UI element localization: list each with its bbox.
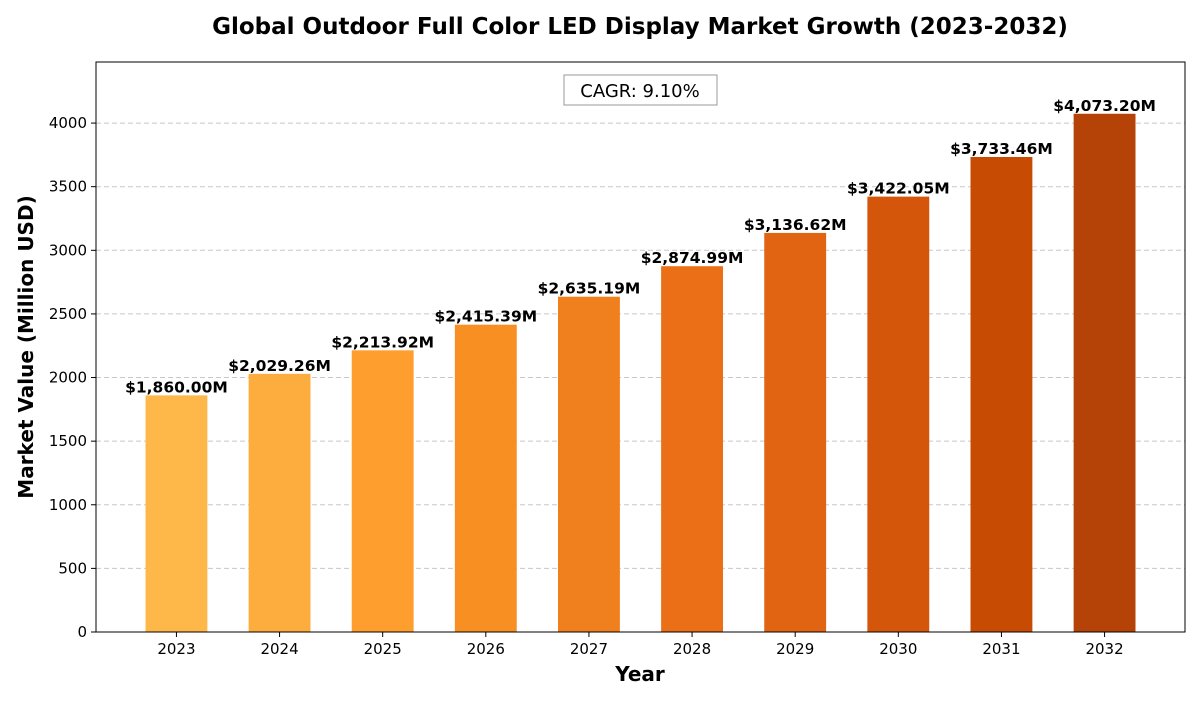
y-tick-label: 1500	[49, 432, 87, 450]
x-tick-label: 2032	[1085, 640, 1123, 658]
data-label-2024: $2,029.26M	[228, 357, 331, 375]
data-label-2030: $3,422.05M	[847, 180, 950, 198]
y-tick-label: 2000	[49, 369, 87, 387]
bar-2028	[661, 266, 723, 632]
y-tick-label: 3500	[49, 178, 87, 196]
y-tick-label: 4000	[49, 114, 87, 132]
x-tick-label: 2027	[570, 640, 608, 658]
y-axis-ticks: 0 500 1000 1500 2000 2500 3000 3500 4000	[49, 114, 96, 641]
cagr-annotation: CAGR: 9.10%	[563, 74, 718, 106]
bar-2030	[867, 196, 930, 633]
cagr-text: CAGR: 9.10%	[580, 81, 699, 102]
y-tick-label: 3000	[49, 241, 87, 259]
x-axis-ticks: 2023 2024 2025 2026 2027 2028 2029 2030 2031 2032	[157, 632, 1124, 658]
bar-2031	[970, 156, 1033, 632]
data-label-2031: $3,733.46M	[950, 140, 1053, 158]
bar-2024	[248, 373, 311, 632]
chart-title: Global Outdoor Full Color LED Display Ma…	[212, 14, 1068, 40]
bar-2026	[454, 324, 517, 632]
y-tick-label: 1000	[49, 496, 87, 514]
x-tick-label: 2023	[157, 640, 195, 658]
x-tick-label: 2029	[776, 640, 814, 658]
x-tick-label: 2024	[260, 640, 298, 658]
bars	[145, 113, 1136, 633]
y-axis-label: Market Value (Million USD)	[14, 195, 38, 498]
bar-2023	[145, 395, 208, 632]
x-tick-label: 2025	[364, 640, 402, 658]
x-tick-label: 2030	[879, 640, 917, 658]
bar-2029	[764, 232, 827, 632]
data-label-2023: $1,860.00M	[125, 378, 228, 396]
data-label-2025: $2,213.92M	[331, 333, 434, 351]
bar-2025	[351, 350, 414, 632]
data-label-2032: $4,073.20M	[1053, 97, 1156, 115]
bar-2032	[1073, 113, 1136, 632]
x-tick-label: 2028	[673, 640, 711, 658]
data-labels: $1,860.00M$2,029.26M$2,213.92M$2,415.39M…	[125, 97, 1156, 397]
y-tick-label: 0	[77, 623, 87, 641]
bar-2027	[558, 296, 620, 632]
y-tick-label: 500	[58, 559, 87, 577]
x-tick-label: 2031	[982, 640, 1020, 658]
data-label-2027: $2,635.19M	[538, 280, 641, 298]
plot-frame	[95, 61, 1186, 633]
x-axis-label: Year	[614, 662, 665, 686]
data-label-2026: $2,415.39M	[434, 308, 537, 326]
data-label-2029: $3,136.62M	[744, 216, 847, 234]
x-tick-label: 2026	[467, 640, 505, 658]
y-tick-label: 2500	[49, 305, 87, 323]
data-label-2028: $2,874.99M	[641, 249, 744, 267]
